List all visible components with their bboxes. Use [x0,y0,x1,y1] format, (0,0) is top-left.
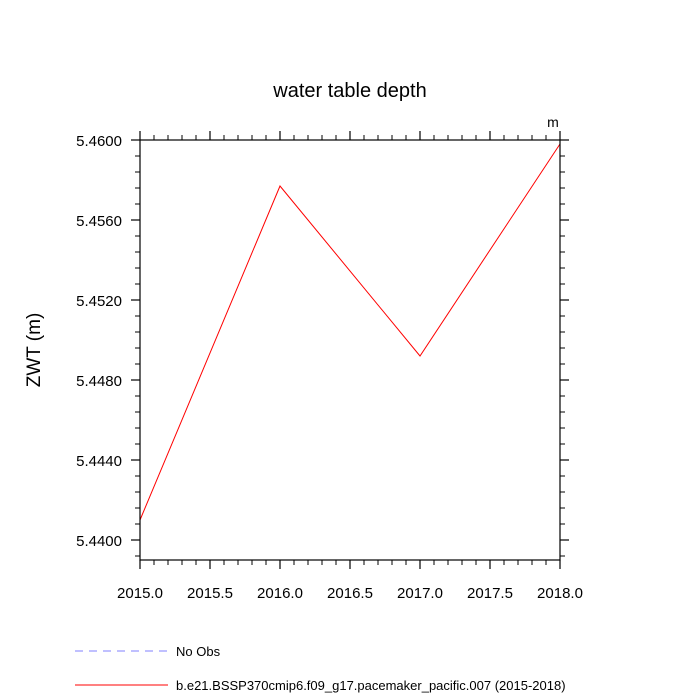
legend-label-obs: No Obs [176,644,221,659]
y-tick-label: 5.4520 [76,293,122,310]
y-axis-label: ZWT (m) [24,313,45,388]
minor-ticks [135,135,565,565]
x-tick-label: 2017.5 [467,585,513,602]
y-tick-label: 5.4440 [76,453,122,470]
x-tick-label: 2016.0 [257,585,303,602]
x-tick-label: 2017.0 [397,585,443,602]
x-tick-label: 2016.5 [327,585,373,602]
y-tick-label: 5.4560 [76,213,122,230]
chart-title: water table depth [272,80,426,102]
x-tick-label: 2018.0 [537,585,583,602]
plot-frame [139,139,561,561]
series-layer [139,143,561,521]
y-tick-label: 5.4600 [76,133,122,150]
y-tick-label: 5.4480 [76,373,122,390]
x-tick-label: 2015.5 [187,585,233,602]
x-axis-ticks: 2015.0 2015.5 2016.0 2016.5 2017.0 2017.5 2018… [117,131,583,602]
units-label: m [547,114,559,130]
legend-label-model: b.e21.BSSP370cmip6.f09_g17.pacemaker_pac… [176,678,566,693]
y-tick-label: 5.4400 [76,533,122,550]
x-tick-label: 2015.0 [117,585,163,602]
legend: No Obs b.e21.BSSP370cmip6.f09_g17.pacema… [75,644,566,693]
y-axis-ticks: 5.4400 5.4440 5.4480 5.4520 5.4560 5.4600 [76,133,569,550]
series-line-0 [139,143,561,521]
